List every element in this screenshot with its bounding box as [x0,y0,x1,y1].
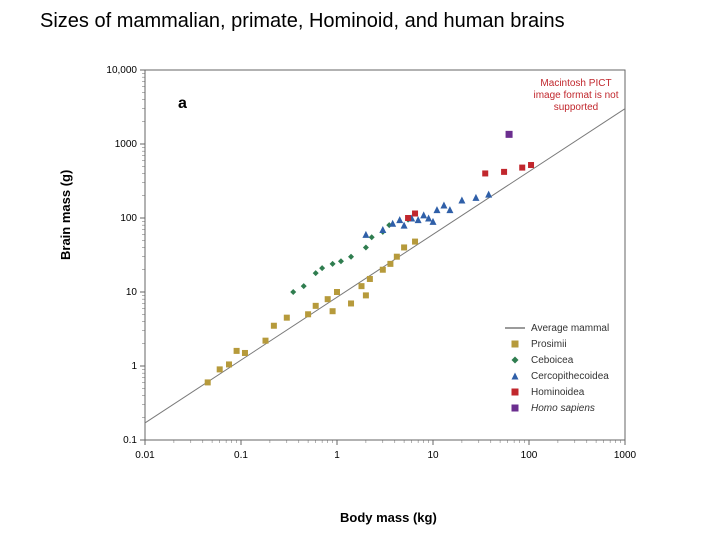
legend-swatch [505,322,525,334]
legend-swatch [505,338,525,350]
svg-text:100: 100 [521,450,538,461]
legend-swatch [505,354,525,366]
legend-swatch [505,386,525,398]
svg-text:0.01: 0.01 [135,450,155,461]
svg-text:0.1: 0.1 [234,450,248,461]
svg-text:10: 10 [427,450,439,461]
legend-row: Homo sapiens [505,400,609,416]
legend-row: Hominoidea [505,384,609,400]
svg-text:10,000: 10,000 [106,65,137,76]
legend-label: Homo sapiens [531,403,595,414]
legend-row: Ceboicea [505,352,609,368]
chart-svg: 0.01 0.1 1 10 100 1000 0.1 1 10 100 1000 10,000 [90,60,650,480]
legend: Average mammal Prosimii Ceboicea Cercopithe… [505,320,609,416]
legend-label: Cercopithecoidea [531,371,609,382]
legend-label: Ceboicea [531,355,573,366]
page: Sizes of mammalian, primate, Hominoid, a… [0,0,720,540]
svg-text:1: 1 [131,361,137,372]
legend-swatch [505,402,525,414]
scatter-chart: 0.01 0.1 1 10 100 1000 0.1 1 10 100 1000 10,000 [90,60,650,480]
svg-text:10: 10 [126,287,138,298]
svg-text:1: 1 [334,450,340,461]
legend-row: Average mammal [505,320,609,336]
page-title: Sizes of mammalian, primate, Hominoid, a… [40,10,565,33]
legend-label: Prosimii [531,339,567,350]
x-axis-label: Body mass (kg) [340,510,437,525]
y-axis-label: Brain mass (g) [58,170,73,260]
legend-row: Cercopithecoidea [505,368,609,384]
svg-text:100: 100 [120,213,137,224]
svg-text:1000: 1000 [115,139,138,150]
legend-swatch [505,370,525,382]
legend-label: Average mammal [531,323,609,334]
legend-row: Prosimii [505,336,609,352]
svg-text:1000: 1000 [614,450,637,461]
svg-text:0.1: 0.1 [123,435,137,446]
legend-label: Hominoidea [531,387,584,398]
